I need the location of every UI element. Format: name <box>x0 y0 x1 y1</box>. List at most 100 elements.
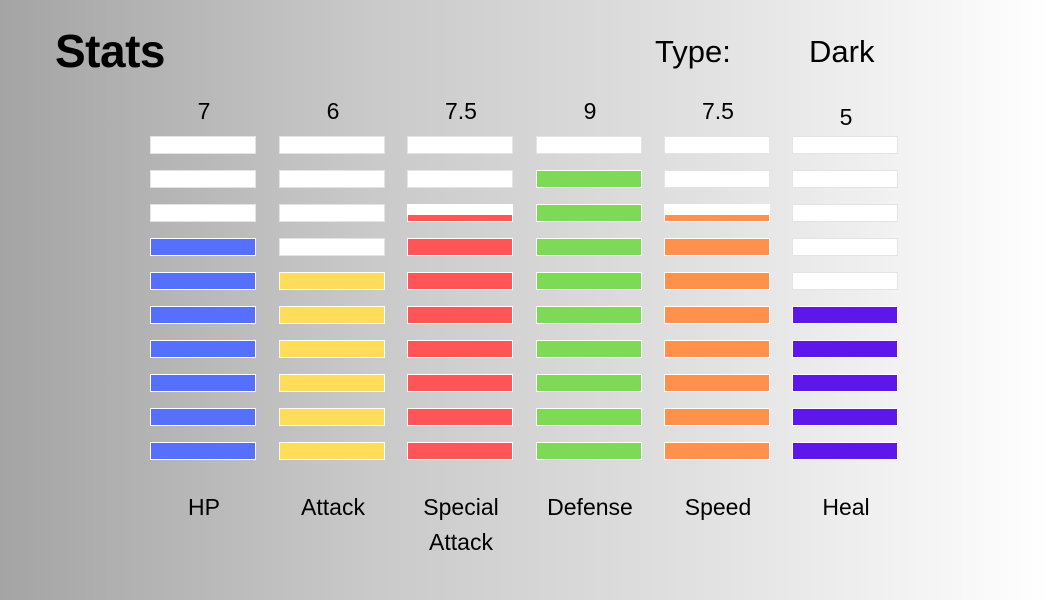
stat-segment <box>664 170 770 188</box>
stat-segment-fill <box>665 273 769 289</box>
stat-value: 7.5 <box>702 98 734 124</box>
stat-segment <box>792 170 898 188</box>
stat-segment-fill <box>793 409 897 425</box>
stat-segment <box>150 204 256 222</box>
stat-segment-fill <box>537 171 641 187</box>
stat-segment <box>536 306 642 324</box>
stat-segment <box>407 204 513 222</box>
stat-segment-fill <box>665 307 769 323</box>
stat-value: 9 <box>583 98 597 124</box>
stat-value: 7.5 <box>445 98 477 124</box>
stat-value: 5 <box>839 104 853 130</box>
stat-segment <box>279 408 385 426</box>
stat-segment <box>407 238 513 256</box>
stat-segment <box>407 374 513 392</box>
stat-segment <box>407 306 513 324</box>
stat-segment <box>407 136 513 154</box>
stat-segment-fill <box>151 409 255 425</box>
stat-segment-fill <box>408 375 512 391</box>
stat-segment <box>792 204 898 222</box>
stat-segment <box>279 238 385 256</box>
stat-segment <box>150 170 256 188</box>
stat-segment <box>279 170 385 188</box>
stat-segment <box>664 238 770 256</box>
stat-segment-fill <box>793 443 897 459</box>
stat-segment <box>664 306 770 324</box>
stat-segment <box>536 204 642 222</box>
stat-label: Special Attack <box>423 494 499 555</box>
stat-segment <box>792 136 898 154</box>
stat-segment <box>407 408 513 426</box>
stat-segment-fill <box>537 341 641 357</box>
stat-segment <box>664 374 770 392</box>
stat-segment-fill <box>793 341 897 357</box>
page-title: Stats <box>55 25 165 77</box>
stat-segment <box>664 272 770 290</box>
stat-segment <box>536 272 642 290</box>
stat-segment-fill <box>408 443 512 459</box>
stat-value: 6 <box>326 98 340 124</box>
stat-segment-fill <box>151 273 255 289</box>
stat-segment <box>150 340 256 358</box>
stat-segment-fill <box>151 239 255 255</box>
stat-segment <box>279 374 385 392</box>
stat-segment-fill <box>280 443 384 459</box>
stat-segment-fill <box>408 307 512 323</box>
stat-segment-fill <box>665 375 769 391</box>
stat-segment <box>407 340 513 358</box>
stat-segment <box>792 408 898 426</box>
stat-segment <box>279 340 385 358</box>
stat-segment <box>150 136 256 154</box>
stat-segment <box>792 442 898 460</box>
stat-segment-fill <box>665 443 769 459</box>
stat-segment <box>664 442 770 460</box>
stat-segment-fill <box>408 215 512 221</box>
stat-segment-fill <box>280 307 384 323</box>
stat-segment <box>279 204 385 222</box>
stat-segment-fill <box>280 273 384 289</box>
stat-segment <box>536 238 642 256</box>
stat-segment <box>536 408 642 426</box>
stat-segment <box>792 374 898 392</box>
stat-segment <box>664 340 770 358</box>
stat-segment <box>536 442 642 460</box>
stat-segment <box>279 136 385 154</box>
stat-segment-fill <box>665 341 769 357</box>
stat-segment <box>536 374 642 392</box>
stat-segment-fill <box>408 239 512 255</box>
stat-label: Attack <box>301 494 365 520</box>
stat-segment <box>150 238 256 256</box>
stat-segment <box>279 306 385 324</box>
stat-segment-fill <box>151 443 255 459</box>
stat-segment-fill <box>537 239 641 255</box>
stat-value: 7 <box>197 98 211 124</box>
stat-segment-fill <box>408 341 512 357</box>
stat-segment-fill <box>408 273 512 289</box>
stat-segment-fill <box>537 375 641 391</box>
stat-segment <box>792 272 898 290</box>
stat-segment-fill <box>537 409 641 425</box>
type-label: Type: <box>655 34 731 69</box>
stat-segment <box>536 340 642 358</box>
stat-segment <box>792 306 898 324</box>
stat-segment <box>279 442 385 460</box>
stat-segment-fill <box>665 215 769 221</box>
stat-segment <box>664 204 770 222</box>
stat-segment <box>664 408 770 426</box>
stat-segment-fill <box>665 409 769 425</box>
stat-segment <box>407 170 513 188</box>
stat-segment <box>150 272 256 290</box>
stat-segment <box>536 170 642 188</box>
stat-segment <box>792 340 898 358</box>
stat-segment-fill <box>665 239 769 255</box>
stat-label: Speed <box>684 494 752 520</box>
stat-segment-fill <box>151 341 255 357</box>
stat-segment-fill <box>537 307 641 323</box>
type-value: Dark <box>809 34 875 69</box>
stat-label: HP <box>188 494 220 520</box>
stat-segment <box>150 374 256 392</box>
stat-segment <box>664 136 770 154</box>
stat-segment <box>407 272 513 290</box>
stat-segment-fill <box>793 307 897 323</box>
stat-label: Defense <box>547 494 633 520</box>
